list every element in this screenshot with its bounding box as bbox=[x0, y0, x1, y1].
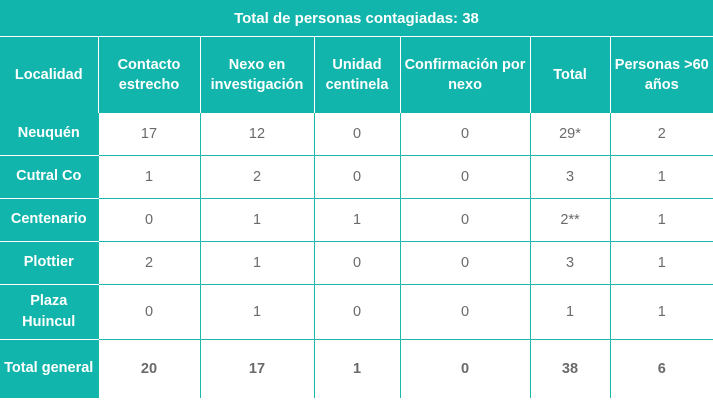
cell-personas-60: 1 bbox=[609, 198, 713, 242]
header-nexo-en-investigacion: Nexo en investigación bbox=[199, 37, 314, 113]
cell-unidad-centinela: 0 bbox=[313, 155, 400, 199]
cell-confirmacion-por-nexo: 0 bbox=[399, 241, 530, 285]
total-contacto-estrecho: 20 bbox=[97, 339, 200, 398]
cell-personas-60: 2 bbox=[609, 113, 713, 156]
total-total: 38 bbox=[529, 339, 610, 398]
cell-total: 1 bbox=[529, 284, 610, 340]
cell-contacto-estrecho: 0 bbox=[97, 198, 200, 242]
header-total: Total bbox=[529, 37, 610, 113]
cell-unidad-centinela: 0 bbox=[313, 113, 400, 156]
row-localidad: Plottier bbox=[0, 241, 98, 285]
cell-personas-60: 1 bbox=[609, 284, 713, 340]
row-localidad: Neuquén bbox=[0, 113, 98, 156]
cell-nexo-en-investigacion: 1 bbox=[199, 284, 314, 340]
table-title: Total de personas contagiadas: 38 bbox=[0, 0, 713, 37]
cell-contacto-estrecho: 1 bbox=[97, 155, 200, 199]
cell-total: 2** bbox=[529, 198, 610, 242]
total-confirmacion-por-nexo: 0 bbox=[399, 339, 530, 398]
cell-personas-60: 1 bbox=[609, 155, 713, 199]
header-personas-60: Personas >60 años bbox=[609, 37, 713, 113]
header-confirmacion-por-nexo: Confirmación por nexo bbox=[399, 37, 530, 113]
table-row: Plottier 2 1 0 0 3 1 bbox=[0, 241, 713, 285]
cell-nexo-en-investigacion: 1 bbox=[199, 241, 314, 285]
cell-confirmacion-por-nexo: 0 bbox=[399, 155, 530, 199]
cell-personas-60: 1 bbox=[609, 241, 713, 285]
cell-total: 3 bbox=[529, 241, 610, 285]
row-localidad: Centenario bbox=[0, 198, 98, 242]
cell-nexo-en-investigacion: 1 bbox=[199, 198, 314, 242]
cell-unidad-centinela: 0 bbox=[313, 241, 400, 285]
cell-nexo-en-investigacion: 12 bbox=[199, 113, 314, 156]
cell-unidad-centinela: 1 bbox=[313, 198, 400, 242]
header-row: Localidad Contacto estrecho Nexo en inve… bbox=[0, 37, 713, 113]
row-localidad: Plaza Huincul bbox=[0, 284, 98, 340]
total-unidad-centinela: 1 bbox=[313, 339, 400, 398]
cell-contacto-estrecho: 2 bbox=[97, 241, 200, 285]
table-row: Plaza Huincul 0 1 0 0 1 1 bbox=[0, 284, 713, 340]
table-row: Cutral Co 1 2 0 0 3 1 bbox=[0, 155, 713, 199]
cell-confirmacion-por-nexo: 0 bbox=[399, 198, 530, 242]
total-personas-60: 6 bbox=[609, 339, 713, 398]
header-unidad-centinela: Unidad centinela bbox=[313, 37, 400, 113]
cell-contacto-estrecho: 17 bbox=[97, 113, 200, 156]
cell-contacto-estrecho: 0 bbox=[97, 284, 200, 340]
cell-nexo-en-investigacion: 2 bbox=[199, 155, 314, 199]
row-localidad: Cutral Co bbox=[0, 155, 98, 199]
header-contacto-estrecho: Contacto estrecho bbox=[97, 37, 200, 113]
cell-total: 3 bbox=[529, 155, 610, 199]
cell-confirmacion-por-nexo: 0 bbox=[399, 113, 530, 156]
cell-unidad-centinela: 0 bbox=[313, 284, 400, 340]
table-row: Neuquén 17 12 0 0 29* 2 bbox=[0, 113, 713, 156]
cell-total: 29* bbox=[529, 113, 610, 156]
table-row: Centenario 0 1 1 0 2** 1 bbox=[0, 198, 713, 242]
total-row: Total general 20 17 1 0 38 6 bbox=[0, 339, 713, 398]
header-localidad: Localidad bbox=[0, 37, 98, 113]
cell-confirmacion-por-nexo: 0 bbox=[399, 284, 530, 340]
contagion-table: Localidad Contacto estrecho Nexo en inve… bbox=[0, 37, 713, 398]
total-nexo-en-investigacion: 17 bbox=[199, 339, 314, 398]
total-label: Total general bbox=[0, 339, 98, 398]
